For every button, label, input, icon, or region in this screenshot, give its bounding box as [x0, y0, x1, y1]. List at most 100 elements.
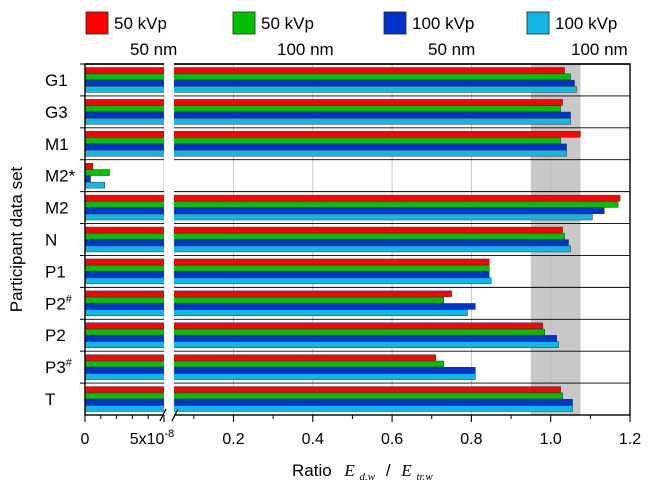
category-label-text-10: T — [45, 390, 55, 409]
bar-2-0 — [84, 131, 581, 138]
bar-1-2 — [84, 111, 571, 119]
x-tick-label-text-5: 0.8 — [460, 431, 482, 448]
bar-7-3 — [84, 309, 468, 317]
x-tick-label-sup-1: -8 — [164, 428, 174, 440]
bar-7-1 — [84, 296, 444, 304]
bar-6-2 — [84, 271, 490, 278]
legend-label-line1-3: 100 kVp — [555, 14, 617, 33]
x-tick-label-6: 1.0 — [540, 431, 562, 448]
category-label-text-1: G3 — [45, 103, 68, 122]
x-axis-label-separator: / — [386, 461, 391, 480]
bar-0-3 — [84, 86, 577, 93]
legend-swatch-3 — [526, 11, 550, 35]
category-label-text-9: P3 — [45, 358, 66, 377]
bar-8-0 — [84, 322, 544, 330]
category-label-text-5: N — [45, 231, 57, 250]
bar-4-2 — [84, 207, 605, 214]
category-label-5: N — [45, 231, 57, 250]
bar-2-2 — [84, 143, 567, 151]
legend-label-line2-2: 50 nm — [428, 40, 475, 59]
axis-break-slash-2 — [171, 408, 179, 422]
bar-6-3 — [84, 277, 492, 285]
bar-5-3 — [84, 245, 571, 253]
tick-layer: 0 5x10-8 0.2 0.4 0.6 0.8 1.0 1.2 — [81, 415, 641, 448]
bar-0-1 — [84, 73, 571, 81]
x-tick-label-text-6: 1.0 — [540, 431, 562, 448]
x-tick-label-7: 1.2 — [619, 431, 641, 448]
category-label-6: P1 — [45, 262, 66, 281]
legend-label-line1-1: 50 kVp — [261, 14, 314, 33]
legend-label-line2-0: 50 nm — [130, 40, 177, 59]
category-label-0: G1 — [45, 71, 68, 90]
bar-6-1 — [84, 265, 490, 272]
bar-10-2 — [84, 398, 573, 406]
category-label-sup-7: # — [66, 293, 73, 305]
legend-label-line2-3: 100 nm — [571, 40, 628, 59]
bar-2-1 — [84, 137, 561, 144]
bar-10-3 — [84, 405, 573, 412]
bar-layer — [84, 67, 621, 412]
x-tick-label-2: 0.2 — [222, 431, 244, 448]
legend-label-line1-2: 100 kVp — [412, 14, 474, 33]
bar-7-0 — [84, 290, 452, 298]
bar-0-2 — [84, 79, 575, 87]
bar-7-2 — [84, 303, 476, 310]
bar-5-2 — [84, 239, 569, 246]
x-axis-label-numerator-sub: d.w — [360, 471, 376, 483]
category-label-9: P3# — [45, 357, 73, 377]
category-label-8: P2 — [45, 326, 66, 345]
x-axis-label: Ratio E d.w / E tr.w — [292, 461, 433, 484]
bar-2-3 — [84, 149, 567, 157]
x-tick-label-text-2: 0.2 — [222, 431, 244, 448]
category-label-7: P2# — [45, 293, 73, 313]
category-label-text-0: G1 — [45, 71, 68, 90]
bar-3-2 — [84, 175, 91, 183]
x-tick-label-4: 0.6 — [381, 431, 403, 448]
bar-8-1 — [84, 328, 545, 336]
x-tick-label-text-3: 0.4 — [302, 431, 324, 448]
x-tick-label-text-1: 5x10 — [130, 431, 165, 448]
legend: 50 kVp 50 nm 50 kVp 100 nm 100 kVp 50 nm 100 k… — [85, 11, 628, 59]
category-label-1: G3 — [45, 103, 68, 122]
bar-9-0 — [84, 354, 436, 361]
category-label-text-4: M2 — [45, 199, 69, 218]
y-axis-label: Participant data set — [7, 166, 26, 312]
category-label-10: T — [45, 390, 55, 409]
legend-label-line2-1: 100 nm — [277, 40, 334, 59]
x-tick-label-text-4: 0.6 — [381, 431, 403, 448]
axis-break-slash-1 — [159, 408, 167, 422]
x-tick-label-5: 0.8 — [460, 431, 482, 448]
category-label-text-6: P1 — [45, 262, 66, 281]
x-axis-label-denominator: E — [400, 461, 412, 480]
axis-break-gap — [164, 63, 174, 416]
axis-break-layer — [85, 63, 630, 422]
x-tick-label-0: 0 — [81, 431, 90, 448]
category-separator-layer — [85, 95, 630, 384]
bar-6-0 — [84, 258, 490, 266]
x-axis-label-prefix: Ratio — [292, 461, 332, 480]
x-tick-label-text-7: 1.2 — [619, 431, 641, 448]
bar-9-1 — [84, 360, 444, 368]
bar-3-1 — [84, 169, 110, 176]
bar-10-1 — [84, 392, 563, 400]
bar-0-0 — [84, 67, 565, 74]
bar-8-2 — [84, 335, 557, 342]
category-label-3: M2* — [45, 167, 76, 186]
category-label-sup-9: # — [66, 357, 73, 369]
bar-1-0 — [84, 99, 563, 106]
bar-1-3 — [84, 118, 571, 125]
bar-3-3 — [84, 181, 105, 189]
bar-9-2 — [84, 367, 476, 374]
category-label-2: M1 — [45, 135, 69, 154]
category-label-text-3: M2* — [45, 167, 76, 186]
bar-1-1 — [84, 105, 561, 112]
category-label-text-8: P2 — [45, 326, 66, 345]
x-tick-label-text-0: 0 — [81, 431, 90, 448]
bar-8-3 — [84, 341, 559, 348]
category-label-text-2: M1 — [45, 135, 69, 154]
legend-swatch-0 — [85, 11, 109, 35]
bar-3-0 — [84, 162, 94, 170]
bar-5-1 — [84, 233, 565, 240]
